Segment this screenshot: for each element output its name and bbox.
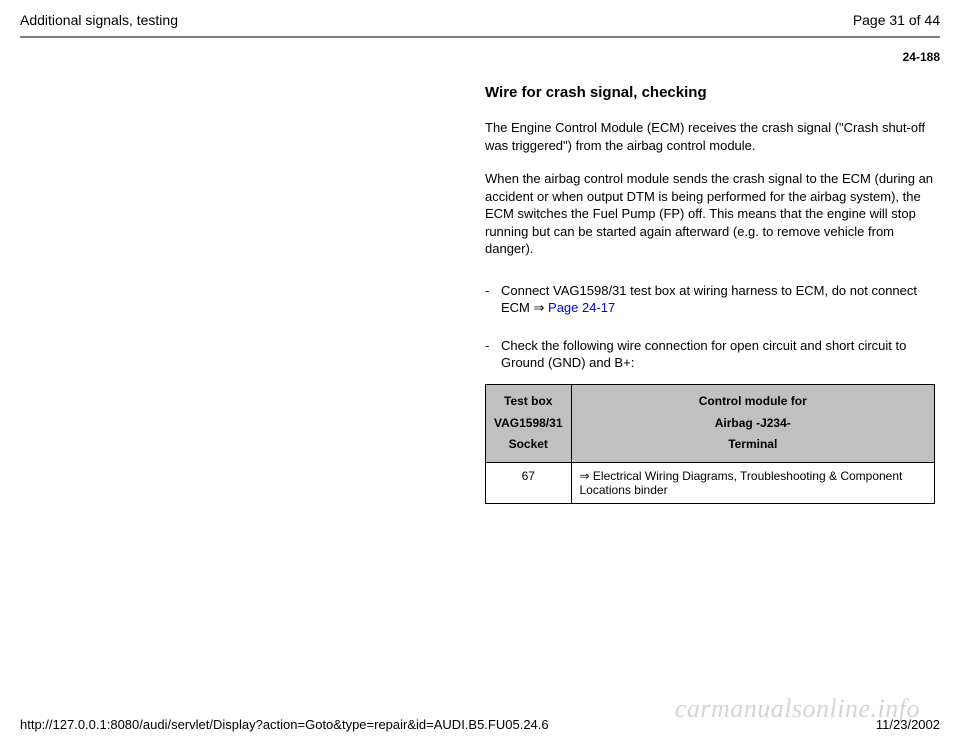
bullet-text-2: Check the following wire connection for … <box>501 337 935 372</box>
signal-table: Test box VAG1598/31 Socket Control modul… <box>485 384 935 504</box>
bullet-marker-1: - <box>485 282 501 317</box>
page-footer: http://127.0.0.1:8080/audi/servlet/Displ… <box>20 717 940 732</box>
arrow-icon-cell: ⇒ <box>580 469 590 483</box>
table-header-col1: Test box VAG1598/31 Socket <box>486 385 572 463</box>
table-row: 67 ⇒ Electrical Wiring Diagrams, Trouble… <box>486 462 935 503</box>
footer-date: 11/23/2002 <box>876 717 940 732</box>
page-section-number: 24-188 <box>0 50 960 64</box>
table-cell-socket: 67 <box>486 462 572 503</box>
bullet-item-1: - Connect VAG1598/31 test box at wiring … <box>485 274 935 317</box>
section-title: Wire for crash signal, checking <box>485 84 935 101</box>
arrow-icon: ⇒ <box>534 300 545 315</box>
header-left: Additional signals, testing <box>20 12 178 28</box>
th-col1-line1: Test box <box>494 391 563 413</box>
th-col2-line2: Airbag -J234- <box>580 413 927 435</box>
header-right: Page 31 of 44 <box>853 12 940 28</box>
paragraph-1: The Engine Control Module (ECM) receives… <box>485 119 935 154</box>
bullet-item-2: - Check the following wire connection fo… <box>485 329 935 372</box>
main-content: Wire for crash signal, checking The Engi… <box>485 84 960 504</box>
table-cell-terminal: ⇒ Electrical Wiring Diagrams, Troublesho… <box>571 462 935 503</box>
bullet-marker-2: - <box>485 337 501 372</box>
footer-url: http://127.0.0.1:8080/audi/servlet/Displ… <box>20 717 549 732</box>
page-link[interactable]: Page 24-17 <box>544 300 615 315</box>
terminal-text: Electrical Wiring Diagrams, Troubleshoot… <box>580 469 903 497</box>
table-header-col2: Control module for Airbag -J234- Termina… <box>571 385 935 463</box>
th-col1-line2: VAG1598/31 <box>494 413 563 435</box>
th-col2-line1: Control module for <box>580 391 927 413</box>
header-divider <box>20 36 940 38</box>
paragraph-2: When the airbag control module sends the… <box>485 170 935 258</box>
th-col1-line3: Socket <box>494 434 563 456</box>
th-col2-line3: Terminal <box>580 434 927 456</box>
bullet-text-1: Connect VAG1598/31 test box at wiring ha… <box>501 282 935 317</box>
